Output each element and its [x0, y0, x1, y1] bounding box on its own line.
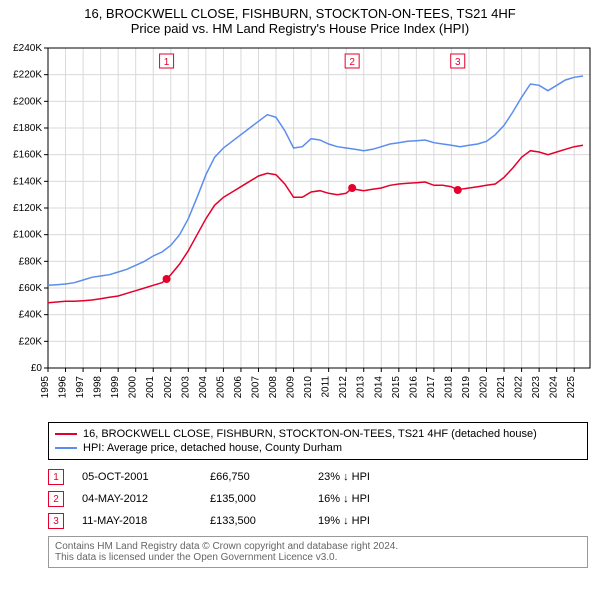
sale-date: 11-MAY-2018 — [82, 515, 192, 527]
svg-text:£200K: £200K — [13, 96, 42, 107]
svg-text:£140K: £140K — [13, 176, 42, 187]
svg-text:2020: 2020 — [479, 376, 490, 399]
svg-text:2008: 2008 — [268, 376, 279, 399]
svg-text:2013: 2013 — [356, 376, 367, 399]
svg-text:2016: 2016 — [408, 376, 419, 399]
svg-text:£40K: £40K — [19, 310, 43, 321]
sale-dot-1 — [163, 275, 171, 283]
svg-text:1996: 1996 — [58, 376, 69, 399]
page-container: 16, BROCKWELL CLOSE, FISHBURN, STOCKTON-… — [0, 0, 600, 568]
sale-date: 05-OCT-2001 — [82, 471, 192, 483]
sale-diff: 16% ↓ HPI — [318, 493, 408, 505]
sale-dot-3 — [454, 186, 462, 194]
svg-text:1999: 1999 — [110, 376, 121, 399]
svg-text:2001: 2001 — [145, 376, 156, 399]
chart-svg: £0 £20K £40K £60K £80K £100K £120K £140K £160K £1… — [0, 38, 600, 418]
svg-text:£240K: £240K — [13, 43, 42, 54]
svg-text:2011: 2011 — [321, 376, 332, 398]
svg-text:2000: 2000 — [128, 376, 139, 399]
svg-text:£20K: £20K — [19, 336, 43, 347]
sale-marker-icon: 3 — [48, 513, 64, 529]
svg-text:2005: 2005 — [215, 376, 226, 399]
sale-date: 04-MAY-2012 — [82, 493, 192, 505]
sale-row-3: 3 11-MAY-2018 £133,500 19% ↓ HPI — [48, 510, 588, 532]
sale-dot-2 — [348, 184, 356, 192]
svg-text:1995: 1995 — [40, 376, 51, 399]
svg-text:£100K: £100K — [13, 230, 42, 241]
svg-text:2022: 2022 — [514, 376, 525, 399]
svg-text:2: 2 — [349, 57, 355, 68]
legend-row-1: HPI: Average price, detached house, Coun… — [55, 441, 581, 455]
sale-row-2: 2 04-MAY-2012 £135,000 16% ↓ HPI — [48, 488, 588, 510]
svg-text:2025: 2025 — [566, 376, 577, 399]
svg-text:2004: 2004 — [198, 376, 209, 399]
svg-text:2023: 2023 — [531, 376, 542, 399]
svg-text:2018: 2018 — [443, 376, 454, 399]
svg-text:2002: 2002 — [163, 376, 174, 399]
attribution-line-1: Contains HM Land Registry data © Crown c… — [55, 541, 581, 552]
svg-text:2009: 2009 — [286, 376, 297, 399]
sale-price: £66,750 — [210, 471, 300, 483]
sale-marker-icon: 1 — [48, 469, 64, 485]
svg-text:£80K: £80K — [19, 256, 43, 267]
svg-text:2015: 2015 — [391, 376, 402, 399]
attribution: Contains HM Land Registry data © Crown c… — [48, 536, 588, 568]
svg-text:£180K: £180K — [13, 123, 42, 134]
attribution-line-2: This data is licensed under the Open Gov… — [55, 552, 581, 563]
legend-label: HPI: Average price, detached house, Coun… — [83, 442, 342, 454]
legend-row-0: 16, BROCKWELL CLOSE, FISHBURN, STOCKTON-… — [55, 427, 581, 441]
svg-text:£220K: £220K — [13, 70, 42, 81]
svg-text:£0: £0 — [31, 363, 43, 374]
svg-text:2003: 2003 — [180, 376, 191, 399]
svg-text:2014: 2014 — [373, 376, 384, 399]
svg-text:2017: 2017 — [426, 376, 437, 399]
sale-diff: 23% ↓ HPI — [318, 471, 408, 483]
svg-text:2019: 2019 — [461, 376, 472, 399]
svg-text:£120K: £120K — [13, 203, 42, 214]
legend: 16, BROCKWELL CLOSE, FISHBURN, STOCKTON-… — [48, 422, 588, 460]
svg-text:2010: 2010 — [303, 376, 314, 399]
sale-diff: 19% ↓ HPI — [318, 515, 408, 527]
legend-swatch — [55, 447, 77, 449]
sales-table: 1 05-OCT-2001 £66,750 23% ↓ HPI 2 04-MAY-2012… — [48, 466, 588, 532]
sale-marker-icon: 2 — [48, 491, 64, 507]
svg-text:1997: 1997 — [75, 376, 86, 399]
svg-text:1998: 1998 — [93, 376, 104, 399]
svg-text:2024: 2024 — [549, 376, 560, 399]
svg-text:1: 1 — [164, 57, 170, 68]
chart: £0 £20K £40K £60K £80K £100K £120K £140K £160K £1… — [0, 38, 600, 418]
sale-row-1: 1 05-OCT-2001 £66,750 23% ↓ HPI — [48, 466, 588, 488]
sale-price: £135,000 — [210, 493, 300, 505]
sale-price: £133,500 — [210, 515, 300, 527]
svg-text:3: 3 — [455, 57, 461, 68]
title-line-1: 16, BROCKWELL CLOSE, FISHBURN, STOCKTON-… — [10, 6, 590, 21]
legend-label: 16, BROCKWELL CLOSE, FISHBURN, STOCKTON-… — [83, 428, 537, 440]
svg-text:2007: 2007 — [250, 376, 261, 399]
svg-text:2006: 2006 — [233, 376, 244, 399]
legend-swatch — [55, 433, 77, 435]
svg-text:2012: 2012 — [338, 376, 349, 399]
title-block: 16, BROCKWELL CLOSE, FISHBURN, STOCKTON-… — [0, 0, 600, 38]
title-line-2: Price paid vs. HM Land Registry's House … — [10, 21, 590, 36]
svg-text:£160K: £160K — [13, 150, 42, 161]
svg-text:2021: 2021 — [496, 376, 507, 399]
svg-text:£60K: £60K — [19, 283, 43, 294]
